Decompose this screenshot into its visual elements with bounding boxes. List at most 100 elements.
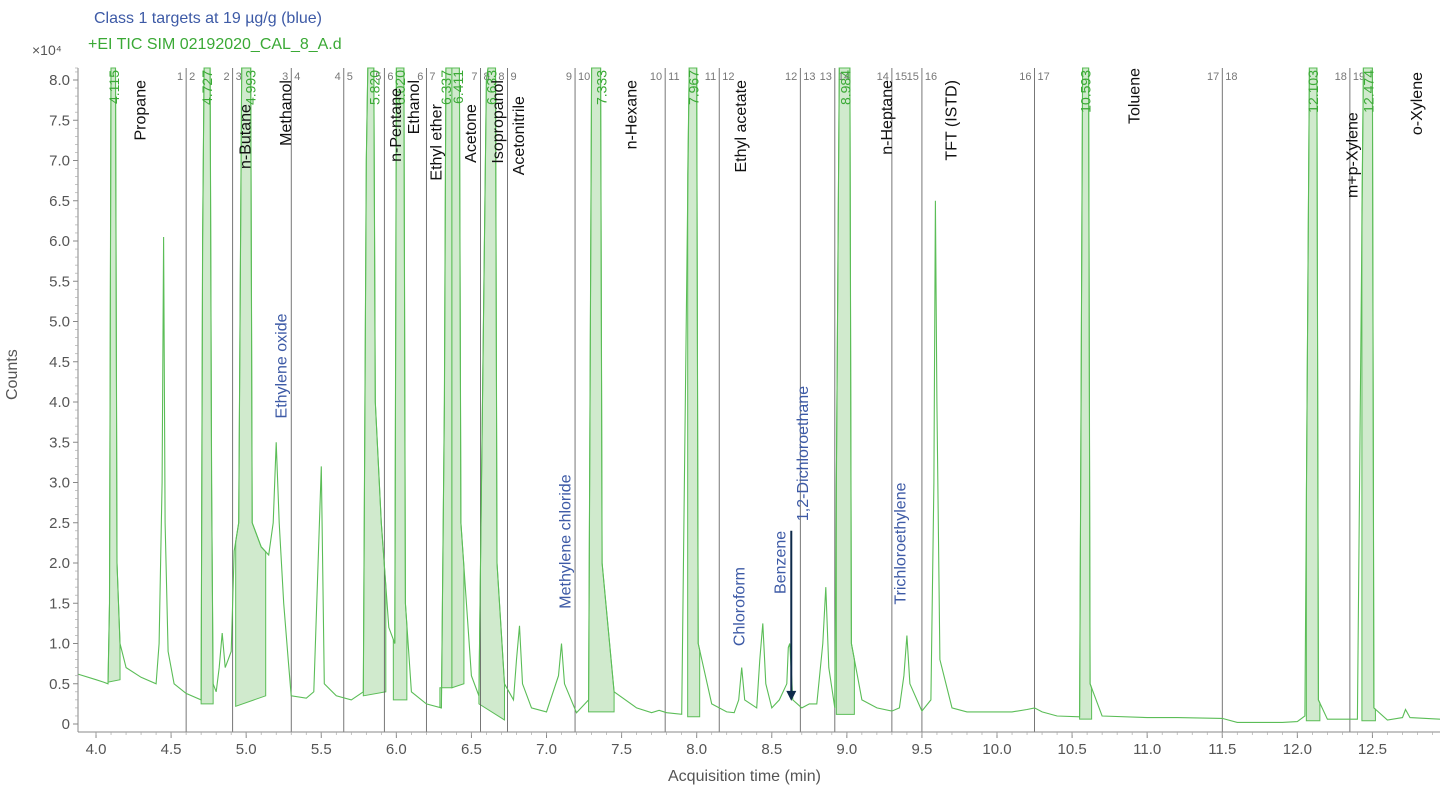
y-tick-label: 1.0 — [49, 636, 70, 653]
segment-number: 10 — [650, 71, 662, 83]
peak-rt-label: 6.020 — [392, 70, 408, 105]
segment-number: 14 — [877, 71, 889, 83]
segment-number: 13 — [820, 71, 832, 83]
segment-number: 6 — [417, 71, 423, 83]
compound-label: n-Hexane — [624, 80, 641, 149]
compound-label: n-Butane — [238, 104, 255, 169]
compound-label: Propane — [133, 80, 150, 141]
compound-label: Toluene — [1127, 68, 1144, 124]
segment-number: 12 — [722, 71, 734, 83]
peak-rt-label: 7.967 — [686, 70, 702, 105]
x-tick-label: 5.5 — [311, 741, 332, 758]
compound-label: n-Pentane — [388, 88, 405, 162]
y-tick-label: 2.0 — [49, 555, 70, 572]
compound-label: Methylene chloride — [558, 474, 575, 608]
x-tick-label: 9.0 — [836, 741, 857, 758]
x-tick-label: 11.0 — [1133, 741, 1161, 758]
segment-number: 4 — [335, 71, 341, 83]
x-tick-label: 6.5 — [461, 741, 482, 758]
peak-rt-label: 7.333 — [593, 70, 609, 105]
peak-rt-label: 10.593 — [1078, 70, 1094, 113]
segment-number: 5 — [347, 71, 353, 83]
segment-number: 5 — [375, 71, 381, 83]
peak-rt-label: 5.820 — [367, 70, 383, 105]
compound-label: Isopropanol — [490, 80, 507, 164]
x-tick-label: 9.5 — [911, 741, 932, 758]
segment-number: 15 — [895, 71, 907, 83]
y-tick-label: 2.5 — [49, 515, 70, 532]
x-tick-label: 5.0 — [236, 741, 257, 758]
compound-label: 1,2-Dichloroethane — [795, 386, 812, 521]
y-tick-label: 8.0 — [49, 72, 70, 89]
compound-label: Ethyl ether — [428, 103, 445, 180]
x-axis-label: Acquisition time (min) — [668, 768, 821, 785]
compound-label: Ethanol — [406, 80, 423, 134]
arrow-head — [786, 690, 797, 701]
peak-rt-label: 6.337 — [438, 70, 454, 105]
y-tick-label: 0 — [62, 716, 70, 733]
peak-rt-label: 6.411 — [450, 70, 466, 104]
segment-number: 17 — [1038, 71, 1050, 83]
segment-number: 16 — [925, 71, 937, 83]
x-tick-label: 4.0 — [86, 741, 107, 758]
peak-rt-label: 6.633 — [484, 70, 500, 105]
chart-legend-green: +EI TIC SIM 02192020_CAL_8_A.d — [88, 36, 342, 53]
compound-label: Chloroform — [732, 567, 749, 646]
segment-number: 12 — [785, 71, 797, 83]
segment-number: 13 — [803, 71, 815, 83]
compound-label: Ethyl acetate — [733, 80, 750, 173]
segment-number: 9 — [510, 71, 516, 83]
segment-number: 7 — [429, 71, 435, 83]
peak-rt-label: 4.115 — [106, 70, 122, 104]
x-tick-label: 4.5 — [161, 741, 182, 758]
compound-label: Trichloroethylene — [892, 482, 909, 604]
compound-label: TFT (ISTD) — [944, 80, 961, 161]
y-tick-label: 3.0 — [49, 475, 70, 492]
compound-label: Acetonitrile — [511, 96, 528, 175]
segment-number: 18 — [1335, 71, 1347, 83]
y-tick-label: 6.5 — [49, 193, 70, 210]
segment-number: 15 — [907, 71, 919, 83]
x-tick-label: 8.5 — [761, 741, 782, 758]
x-tick-label: 10.5 — [1057, 741, 1086, 758]
y-tick-label: 7.5 — [49, 112, 70, 129]
y-multiplier: ×10⁴ — [32, 42, 62, 58]
x-tick-label: 12.5 — [1358, 741, 1387, 758]
y-tick-label: 1.5 — [49, 595, 70, 612]
x-tick-label: 12.0 — [1283, 741, 1312, 758]
x-tick-label: 11.5 — [1208, 741, 1236, 758]
segment-number: 6 — [387, 71, 393, 83]
compound-label: o-Xylene — [1409, 72, 1426, 135]
y-tick-label: 5.5 — [49, 273, 70, 290]
y-tick-label: 0.5 — [49, 676, 70, 693]
y-tick-label: 4.5 — [49, 354, 70, 371]
peak-rt-label: 12.103 — [1305, 70, 1321, 113]
y-tick-label: 3.5 — [49, 434, 70, 451]
x-tick-label: 8.0 — [686, 741, 707, 758]
x-tick-label: 10.0 — [982, 741, 1011, 758]
tic-trace-line — [77, 67, 1440, 723]
compound-label: Ethylene oxide — [274, 313, 291, 418]
y-tick-label: 6.0 — [49, 233, 70, 250]
segment-number: 11 — [668, 71, 679, 83]
chart-legend-blue: Class 1 targets at 19 µg/g (blue) — [94, 10, 322, 27]
segment-number: 10 — [578, 71, 590, 83]
compound-label: n-Heptane — [879, 80, 896, 155]
segment-number: 8 — [498, 71, 504, 83]
segment-number: 16 — [1019, 71, 1031, 83]
segment-number: 3 — [236, 71, 242, 83]
segment-number: 11 — [705, 71, 716, 83]
compound-label: Benzene — [772, 531, 789, 594]
segment-number: 3 — [282, 71, 288, 83]
segment-number: 4 — [294, 71, 300, 83]
segment-number: 19 — [1353, 71, 1365, 83]
compound-label: Acetone — [463, 104, 480, 163]
y-tick-label: 7.0 — [49, 153, 70, 170]
peak-rt-label: 12.474 — [1361, 70, 1377, 113]
y-tick-label: 5.0 — [49, 314, 70, 331]
segment-number: 9 — [566, 71, 572, 83]
y-tick-label: 4.0 — [49, 394, 70, 411]
compound-label: m+p-Xylene — [1344, 112, 1361, 198]
segment-number: 2 — [189, 71, 195, 83]
